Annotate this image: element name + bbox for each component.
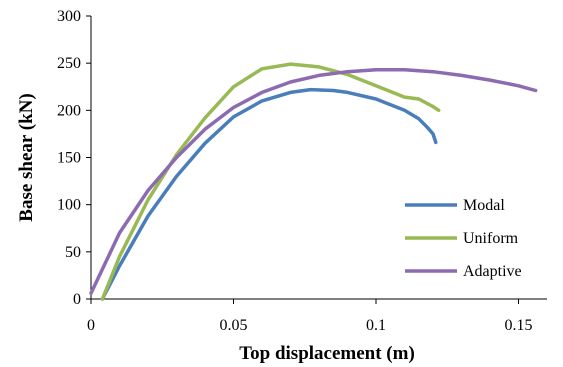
legend: Modal Uniform Adaptive (405, 197, 522, 280)
y-axis-title: Base shear (kN) (16, 93, 37, 221)
series-line-adaptive (89, 68, 538, 296)
y-tick-label: 0 (73, 291, 81, 308)
tick-marks: 0 50 100 150 200 250 300 0 0.05 0.1 0.15 (57, 8, 533, 334)
x-tick-label: 0.05 (220, 317, 248, 334)
y-tick-label: 100 (57, 197, 81, 214)
y-tick-label: 300 (57, 8, 81, 25)
legend-label-uniform: Uniform (463, 230, 519, 247)
x-axis-title: Top displacement (m) (239, 343, 415, 364)
y-tick-label: 150 (57, 150, 81, 167)
axes (90, 16, 547, 300)
series-line-modal (100, 87, 438, 301)
x-tick-label: 0.1 (366, 317, 386, 334)
y-tick-label: 50 (65, 244, 81, 261)
y-tick-label: 250 (57, 55, 81, 72)
series-lines (89, 62, 538, 301)
x-tick-label: 0.15 (505, 317, 533, 334)
x-tick-label: 0 (87, 317, 95, 334)
y-tick-label: 200 (57, 102, 81, 119)
series-line-uniform (100, 62, 441, 301)
legend-label-modal: Modal (463, 197, 505, 214)
legend-label-adaptive: Adaptive (463, 263, 522, 280)
